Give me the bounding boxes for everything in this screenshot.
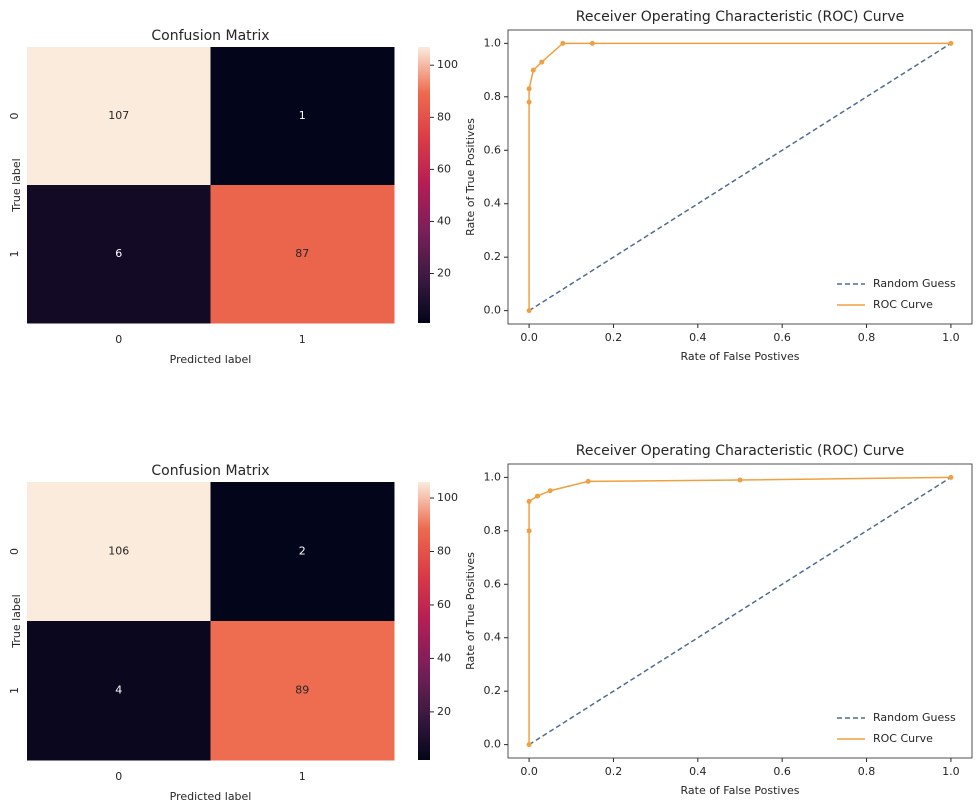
colorbar-tick-label: 80 bbox=[437, 545, 451, 558]
y-tick-label: 1.0 bbox=[484, 470, 502, 483]
y-tick-label: 0.6 bbox=[484, 577, 502, 590]
heatmap-cell bbox=[27, 185, 211, 324]
point bbox=[589, 40, 595, 46]
x-tick-label: 0.0 bbox=[520, 331, 538, 344]
x-axis-label: Rate of False Postives bbox=[680, 784, 799, 797]
x-tick-label: 0.4 bbox=[689, 331, 707, 344]
cell-label: 107 bbox=[108, 109, 129, 122]
x-tick-label: 0.0 bbox=[520, 765, 538, 778]
x-tick-label: 0.8 bbox=[858, 765, 876, 778]
y-tick-label: 1 bbox=[8, 687, 21, 694]
plot-area bbox=[507, 463, 973, 759]
y-tick-label: 1.0 bbox=[484, 36, 502, 49]
chart-title: Receiver Operating Characteristic (ROC) … bbox=[576, 443, 905, 459]
point bbox=[530, 67, 536, 73]
colorbar-tick-label: 100 bbox=[437, 58, 458, 71]
x-tick-label: 0.2 bbox=[605, 765, 623, 778]
y-axis-label: True label bbox=[10, 158, 23, 212]
y-axis-label: Rate of True Positives bbox=[464, 118, 477, 236]
legend-label: Random Guess bbox=[873, 277, 956, 290]
colorbar-tick-label: 20 bbox=[437, 705, 451, 718]
x-tick-label: 0.4 bbox=[689, 765, 707, 778]
colorbar-tick-label: 40 bbox=[437, 214, 451, 227]
cell-label: 87 bbox=[295, 247, 309, 260]
x-tick-label: 0.2 bbox=[605, 331, 623, 344]
x-axis-label: Rate of False Postives bbox=[680, 350, 799, 363]
legend-label: ROC Curve bbox=[873, 298, 933, 311]
x-tick-label: 0.6 bbox=[773, 331, 791, 344]
point bbox=[948, 474, 954, 480]
heatmap-cell bbox=[27, 621, 211, 761]
chart-title: Receiver Operating Characteristic (ROC) … bbox=[576, 9, 905, 25]
x-tick-label: 1.0 bbox=[942, 765, 960, 778]
point bbox=[737, 477, 743, 483]
colorbar-tick-label: 60 bbox=[437, 162, 451, 175]
heatmap-cell bbox=[210, 621, 395, 761]
y-axis-label: Rate of True Positives bbox=[464, 552, 477, 670]
y-tick-label: 0.0 bbox=[484, 738, 502, 751]
x-axis-label: Predicted label bbox=[170, 790, 252, 803]
heatmap-cell bbox=[27, 47, 211, 186]
point bbox=[526, 86, 532, 92]
legend-label: ROC Curve bbox=[873, 732, 933, 745]
heatmap-cell bbox=[210, 47, 395, 186]
heatmap-cell bbox=[210, 185, 395, 324]
y-tick-label: 0.2 bbox=[484, 250, 502, 263]
y-tick-label: 0 bbox=[8, 113, 21, 120]
point bbox=[539, 59, 545, 65]
y-tick-label: 0.0 bbox=[484, 304, 502, 317]
y-tick-label: 0.6 bbox=[484, 143, 502, 156]
cell-label: 4 bbox=[115, 684, 122, 697]
y-axis-label: True label bbox=[10, 594, 23, 648]
chart-title: Confusion Matrix bbox=[151, 28, 269, 44]
x-tick-label: 1 bbox=[299, 770, 306, 783]
y-tick-label: 1 bbox=[8, 251, 21, 258]
heatmap-cell bbox=[210, 482, 395, 622]
heatmap-cell bbox=[27, 482, 211, 622]
colorbar-tick-label: 40 bbox=[437, 651, 451, 664]
x-tick-label: 1.0 bbox=[942, 331, 960, 344]
point bbox=[526, 498, 532, 504]
legend-label: Random Guess bbox=[873, 711, 956, 724]
colorbar-tick-label: 100 bbox=[437, 491, 458, 504]
cell-label: 106 bbox=[108, 545, 129, 558]
colorbar bbox=[418, 482, 430, 760]
x-tick-label: 1 bbox=[299, 333, 306, 346]
point bbox=[526, 742, 532, 748]
x-tick-label: 0 bbox=[115, 770, 122, 783]
cell-label: 1 bbox=[299, 109, 306, 122]
series-line bbox=[528, 476, 951, 745]
cell-label: 89 bbox=[295, 684, 309, 697]
point bbox=[526, 308, 532, 314]
cell-label: 6 bbox=[115, 247, 122, 260]
y-tick-label: 0.4 bbox=[484, 631, 502, 644]
point bbox=[560, 40, 566, 46]
x-axis-label: Predicted label bbox=[170, 353, 252, 366]
y-tick-label: 0.4 bbox=[484, 197, 502, 210]
chart-title: Confusion Matrix bbox=[151, 463, 269, 479]
y-tick-label: 0 bbox=[8, 548, 21, 555]
y-tick-label: 0.8 bbox=[484, 524, 502, 537]
x-tick-label: 0 bbox=[115, 333, 122, 346]
point bbox=[526, 528, 532, 534]
point bbox=[535, 493, 541, 499]
cell-label: 2 bbox=[299, 545, 306, 558]
point bbox=[547, 488, 553, 494]
x-tick-label: 0.6 bbox=[773, 765, 791, 778]
y-tick-label: 0.8 bbox=[484, 90, 502, 103]
plot-area bbox=[507, 29, 973, 325]
point bbox=[526, 99, 532, 105]
colorbar bbox=[418, 47, 430, 323]
point bbox=[585, 478, 591, 484]
series-line bbox=[528, 42, 952, 312]
colorbar-tick-label: 80 bbox=[437, 110, 451, 123]
x-tick-label: 0.8 bbox=[858, 331, 876, 344]
point bbox=[948, 40, 954, 46]
series-line bbox=[528, 476, 952, 746]
colorbar-tick-label: 60 bbox=[437, 598, 451, 611]
colorbar-tick-label: 20 bbox=[437, 267, 451, 280]
y-tick-label: 0.2 bbox=[484, 684, 502, 697]
